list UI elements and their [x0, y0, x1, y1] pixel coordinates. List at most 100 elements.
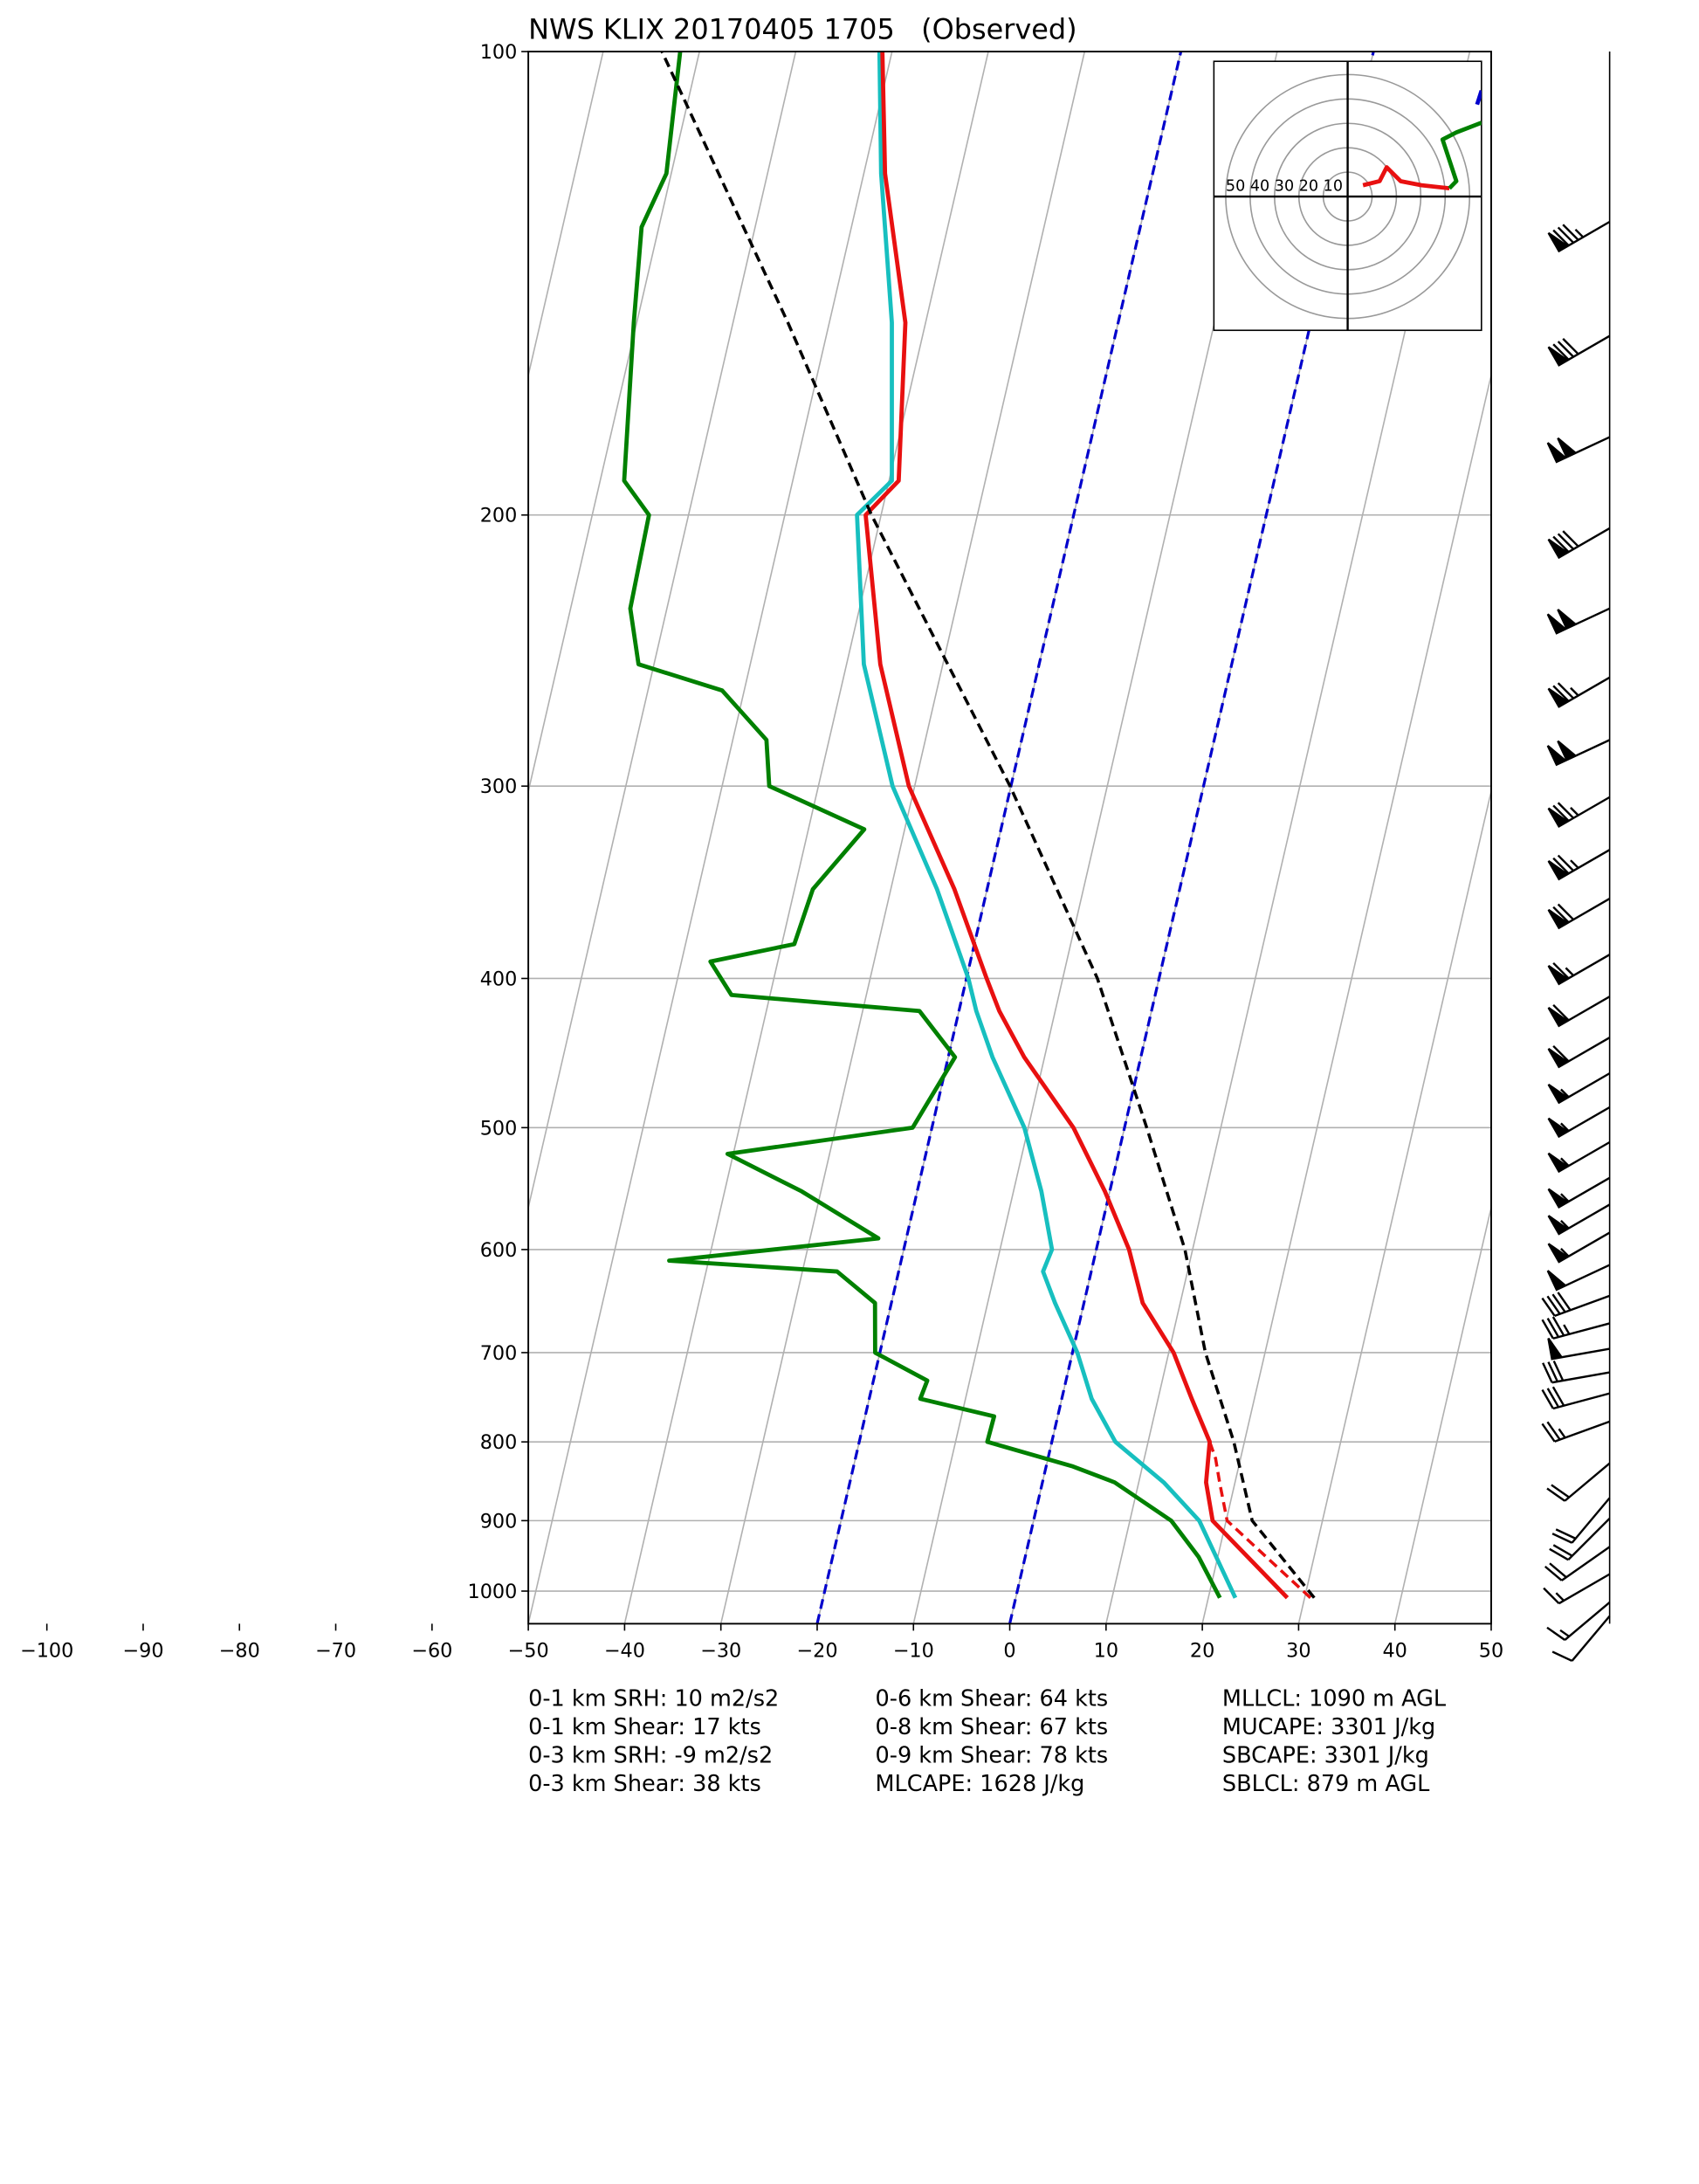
x-tick-label: −50	[508, 1640, 549, 1663]
x-tick-label: 30	[1286, 1640, 1310, 1663]
wind-barb	[1541, 1316, 1610, 1340]
profile-line	[855, 52, 1238, 1599]
stat-text: 0-3 km SRH: -9 m2/s2	[528, 1742, 773, 1768]
wind-barb	[1547, 1337, 1610, 1361]
wind-barb	[1541, 1420, 1611, 1443]
wind-barb	[1547, 849, 1611, 881]
stat-text: 0-3 km Shear: 38 kts	[528, 1771, 761, 1797]
hodograph-ring-label: 30	[1275, 178, 1294, 196]
wind-barb	[1547, 1072, 1611, 1105]
wind-barb	[1546, 1462, 1611, 1502]
wind-barb	[1547, 1037, 1611, 1069]
wind-barb	[1549, 1517, 1611, 1561]
stat-text: 0-1 km SRH: 10 m2/s2	[528, 1686, 779, 1712]
stat-text: SBLCL: 879 m AGL	[1222, 1771, 1430, 1797]
y-tick-label: 800	[480, 1431, 518, 1454]
x-tick-label: −10	[893, 1640, 934, 1663]
profile-line	[863, 52, 1290, 1600]
x-tick-label: −90	[122, 1640, 163, 1663]
wind-barb	[1551, 1615, 1611, 1663]
y-tick-label: 300	[480, 775, 518, 798]
hodograph-ring-label: 40	[1250, 178, 1269, 196]
wind-barb	[1546, 739, 1611, 767]
x-tick-label: 0	[1003, 1640, 1015, 1663]
x-tick-label: −80	[219, 1640, 260, 1663]
wind-barb	[1547, 996, 1611, 1028]
stat-text: SBCAPE: 3301 J/kg	[1222, 1742, 1429, 1768]
wind-barb	[1547, 676, 1611, 708]
wind-barb	[1541, 1386, 1610, 1410]
stat-text: 0-1 km Shear: 17 kts	[528, 1714, 761, 1740]
wind-barb	[1547, 1140, 1611, 1174]
wind-barb	[1542, 1361, 1610, 1384]
wind-barb	[1551, 1497, 1611, 1544]
hodograph-ring-label: 50	[1226, 178, 1245, 196]
stat-text: MLCAPE: 1628 J/kg	[876, 1771, 1085, 1797]
x-tick-label: −60	[411, 1640, 452, 1663]
x-tick-label: 10	[1094, 1640, 1118, 1663]
x-tick-label: 50	[1479, 1640, 1503, 1663]
stat-text: 0-9 km Shear: 78 kts	[876, 1742, 1109, 1768]
isotherm	[528, 52, 604, 379]
wind-barb	[1546, 1264, 1611, 1292]
profile-line	[622, 52, 1222, 1599]
wind-barb	[1546, 1602, 1611, 1642]
profile-line	[660, 52, 1316, 1599]
isotherm	[47, 52, 411, 1623]
wind-barb	[1547, 796, 1611, 829]
wind-barb	[1547, 898, 1611, 930]
isotherm	[143, 52, 507, 1623]
stat-text: MLLCL: 1090 m AGL	[1222, 1686, 1447, 1712]
wind-barb	[1547, 220, 1611, 253]
highlight-isotherm	[1008, 52, 1375, 1624]
wind-barb	[1547, 1106, 1611, 1139]
hodograph-line	[1440, 121, 1482, 190]
hodograph-ring-label: 10	[1324, 178, 1343, 196]
isotherm	[1393, 1204, 1491, 1624]
wind-barb	[1544, 1546, 1611, 1581]
chart-title: NWS KLIX 20170405 1705 (Observed)	[528, 13, 1076, 46]
wind-barb	[1541, 1292, 1611, 1317]
x-tick-label: −70	[315, 1640, 356, 1663]
hodograph-ring-label: 20	[1299, 178, 1318, 196]
x-tick-label: 40	[1382, 1640, 1407, 1663]
wind-barb	[1547, 1231, 1611, 1264]
stat-text: 0-8 km Shear: 67 kts	[876, 1714, 1109, 1740]
wind-barb	[1543, 1573, 1611, 1605]
y-tick-label: 1000	[468, 1581, 518, 1603]
y-tick-label: 500	[480, 1117, 518, 1140]
stat-text: 0-6 km Shear: 64 kts	[876, 1686, 1109, 1712]
y-tick-label: 900	[480, 1510, 518, 1533]
isotherm	[1490, 1620, 1491, 1624]
wind-barb	[1547, 1203, 1611, 1236]
wind-barb	[1546, 436, 1611, 464]
x-tick-label: −20	[796, 1640, 837, 1663]
wind-barb	[1547, 334, 1611, 367]
x-tick-label: −30	[700, 1640, 741, 1663]
highlight-isotherm	[815, 52, 1183, 1624]
x-tick-label: −100	[20, 1640, 73, 1663]
y-tick-label: 600	[480, 1239, 518, 1262]
isotherm	[528, 52, 893, 1624]
isotherm	[1201, 372, 1491, 1624]
isotherm	[528, 52, 797, 1211]
y-tick-label: 700	[480, 1342, 518, 1365]
y-tick-label: 400	[480, 968, 518, 990]
isotherm	[623, 52, 989, 1624]
isotherm	[1297, 788, 1491, 1624]
stat-text: MUCAPE: 3301 J/kg	[1222, 1714, 1435, 1740]
wind-barb	[1547, 1176, 1611, 1209]
wind-barb	[1547, 954, 1611, 986]
x-tick-label: 20	[1190, 1640, 1214, 1663]
wind-barb	[1547, 527, 1611, 560]
x-tick-label: −40	[604, 1640, 645, 1663]
y-tick-label: 100	[480, 41, 518, 64]
hodograph-line	[1475, 90, 1482, 106]
wind-barb	[1546, 607, 1611, 635]
isotherm	[528, 52, 700, 795]
isotherm	[719, 52, 1086, 1624]
hodograph-line	[1362, 165, 1450, 191]
y-tick-label: 200	[480, 505, 518, 527]
